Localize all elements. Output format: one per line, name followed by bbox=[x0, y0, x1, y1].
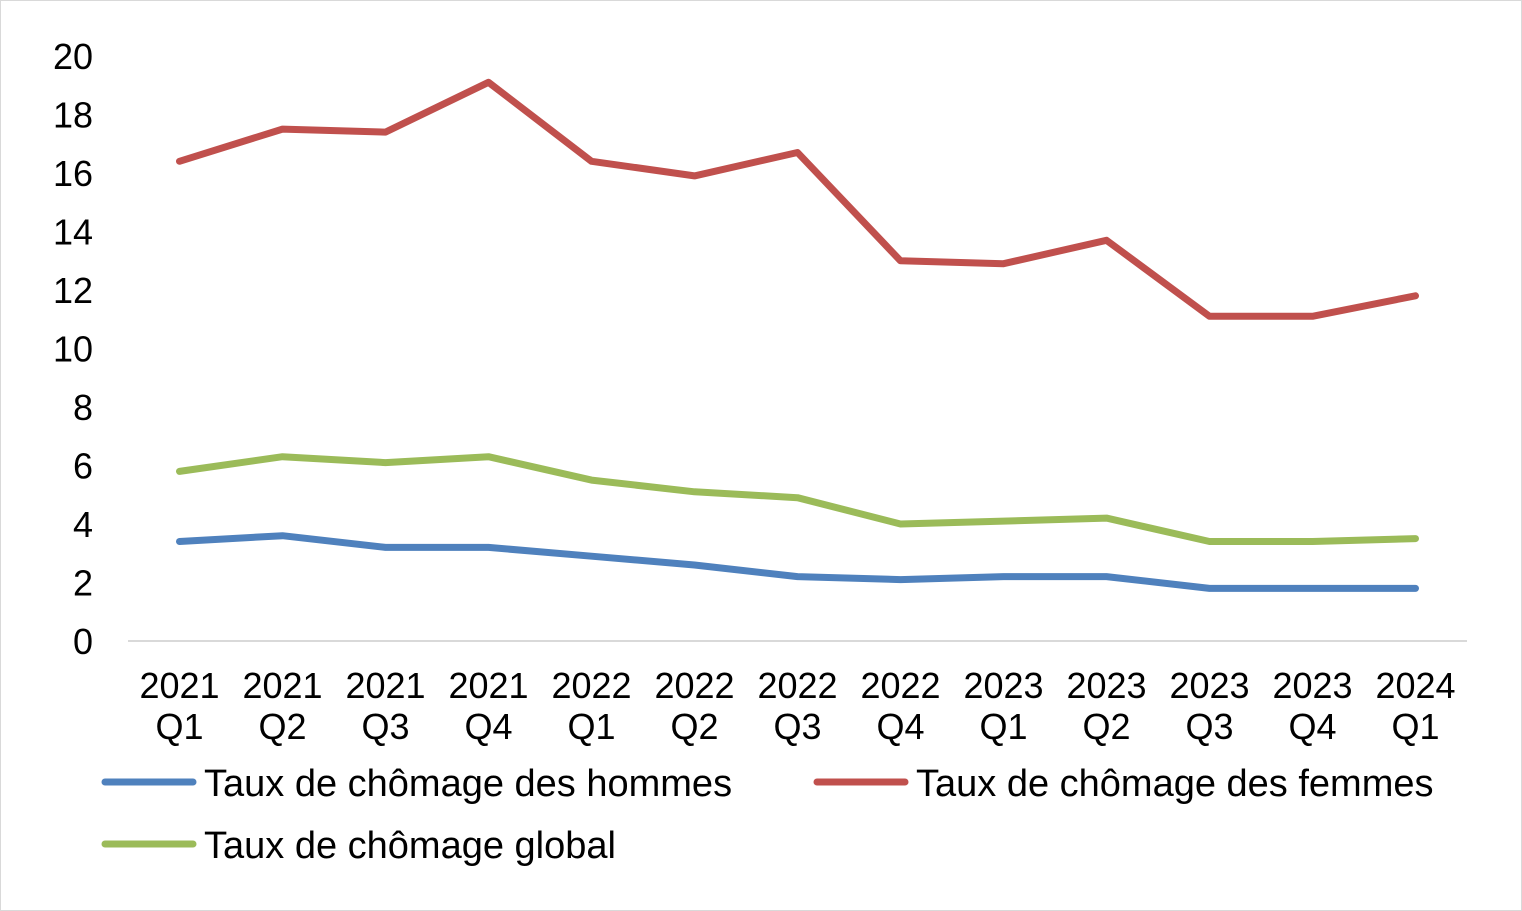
y-tick-label: 2 bbox=[73, 563, 93, 604]
y-tick-label: 20 bbox=[53, 36, 93, 77]
x-tick-label-quarter: Q4 bbox=[464, 706, 512, 747]
x-tick-label-year: 2024 bbox=[1375, 665, 1455, 706]
y-tick-label: 12 bbox=[53, 270, 93, 311]
y-tick-label: 6 bbox=[73, 446, 93, 487]
x-tick-label: 2022 Q3 bbox=[757, 665, 837, 747]
y-tick-label: 14 bbox=[53, 212, 93, 253]
x-tick-label-year: 2023 bbox=[963, 665, 1043, 706]
legend-label-men: Taux de chômage des hommes bbox=[204, 763, 732, 805]
x-tick-label-quarter: Q2 bbox=[258, 706, 306, 747]
x-tick-label: 2023 Q1 bbox=[963, 665, 1043, 747]
series-line-women bbox=[176, 78, 1419, 320]
x-tick-label: 2021 Q2 bbox=[242, 665, 322, 747]
x-tick-label-year: 2021 bbox=[448, 665, 528, 706]
x-tick-label: 2022 Q1 bbox=[551, 665, 631, 747]
y-tick-label: 10 bbox=[53, 329, 93, 370]
x-tick-label-quarter: Q1 bbox=[567, 706, 615, 747]
series-line-overall bbox=[176, 453, 1419, 545]
x-tick-label-quarter: Q4 bbox=[1288, 706, 1336, 747]
x-tick-label: 2023 Q2 bbox=[1066, 665, 1146, 747]
legend-label-women: Taux de chômage des femmes bbox=[916, 763, 1434, 805]
y-tick-label: 4 bbox=[73, 504, 93, 545]
x-tick-label-quarter: Q3 bbox=[361, 706, 409, 747]
y-tick-label: 18 bbox=[53, 95, 93, 136]
x-tick-label-year: 2022 bbox=[551, 665, 631, 706]
x-tick-label: 2022 Q2 bbox=[654, 665, 734, 747]
x-tick-label: 2021 Q1 bbox=[139, 665, 219, 747]
x-tick-label-year: 2023 bbox=[1169, 665, 1249, 706]
x-tick-label-year: 2021 bbox=[345, 665, 425, 706]
x-tick-label: 2021 Q3 bbox=[345, 665, 425, 747]
x-tick-label-quarter: Q3 bbox=[1185, 706, 1233, 747]
x-tick-label: 2024 Q1 bbox=[1375, 665, 1455, 747]
x-tick-label: 2023 Q3 bbox=[1169, 665, 1249, 747]
x-tick-label-year: 2022 bbox=[757, 665, 837, 706]
x-tick-label-year: 2021 bbox=[139, 665, 219, 706]
x-tick-label-quarter: Q1 bbox=[979, 706, 1027, 747]
x-tick-label-quarter: Q3 bbox=[773, 706, 821, 747]
x-tick-label-quarter: Q1 bbox=[155, 706, 203, 747]
x-tick-label-quarter: Q1 bbox=[1391, 706, 1439, 747]
x-tick-label-year: 2023 bbox=[1066, 665, 1146, 706]
series-line-men bbox=[176, 532, 1419, 592]
y-tick-label: 0 bbox=[73, 621, 93, 662]
series-lines bbox=[176, 78, 1419, 592]
x-tick-label-quarter: Q4 bbox=[876, 706, 924, 747]
x-tick-label: 2023 Q4 bbox=[1272, 665, 1352, 747]
x-tick-label-year: 2022 bbox=[654, 665, 734, 706]
y-axis-tick-labels: 0 2 4 6 8 10 12 14 16 18 20 bbox=[53, 36, 93, 662]
x-tick-label-quarter: Q2 bbox=[670, 706, 718, 747]
x-tick-label-year: 2022 bbox=[860, 665, 940, 706]
x-tick-label-year: 2023 bbox=[1272, 665, 1352, 706]
legend: Taux de chômage des hommes Taux de chômag… bbox=[101, 763, 1434, 867]
x-tick-label-year: 2021 bbox=[242, 665, 322, 706]
x-tick-label-quarter: Q2 bbox=[1082, 706, 1130, 747]
legend-label-overall: Taux de chômage global bbox=[204, 825, 616, 867]
x-tick-label: 2022 Q4 bbox=[860, 665, 940, 747]
x-tick-label: 2021 Q4 bbox=[448, 665, 528, 747]
y-tick-label: 8 bbox=[73, 387, 93, 428]
y-tick-label: 16 bbox=[53, 153, 93, 194]
